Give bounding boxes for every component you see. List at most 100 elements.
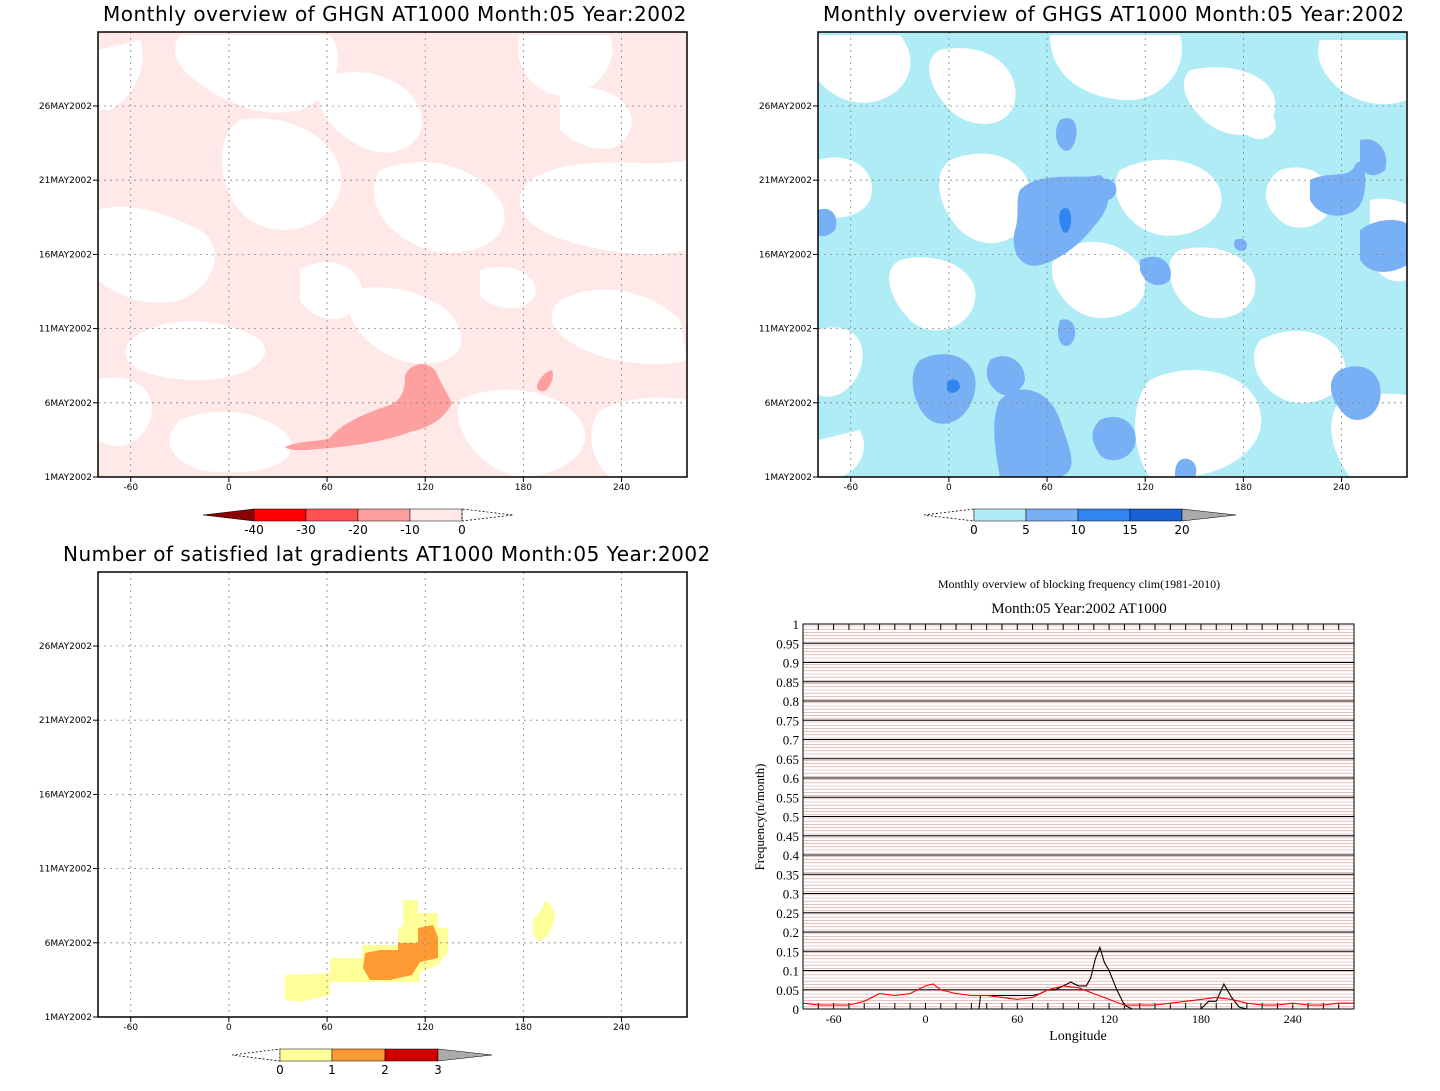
- frequency-y-tick-label: 0.05: [776, 983, 799, 998]
- frequency-y-tick-label: 0.7: [783, 733, 800, 748]
- ghgs-cb-c3: [1077, 508, 1131, 522]
- y-tick-label: 26MAY2002: [39, 642, 92, 652]
- ghgn-cb-label: -10: [400, 523, 420, 537]
- y-tick-label: 11MAY2002: [759, 325, 812, 335]
- frequency-grid: [803, 623, 1354, 1010]
- x-tick-label: -60: [843, 483, 858, 493]
- frequency-subtitle: Month:05 Year:2002 AT1000: [991, 601, 1166, 617]
- frequency-y-tick-label: 0.65: [776, 752, 799, 767]
- x-tick-label: 60: [321, 483, 333, 493]
- frequency-y-tick-label: 0.45: [776, 829, 799, 844]
- ghgn-map: -60 0 60 120 180 240 1MAY2002 6MAY2002 11MAY2002…: [39, 31, 688, 537]
- x-tick-label: 0: [226, 1023, 232, 1033]
- ghgs-level2-patches: [818, 117, 1407, 477]
- ghgn-cb-label: -30: [296, 523, 316, 537]
- frequency-y-tick-label: 0.5: [783, 810, 799, 825]
- frequency-y-tick-label: 0.85: [776, 675, 799, 690]
- y-tick-label: 21MAY2002: [759, 176, 812, 186]
- ghgn-grid: [98, 32, 687, 477]
- y-tick-label: 1MAY2002: [45, 1013, 92, 1023]
- y-tick-label: 11MAY2002: [39, 865, 92, 875]
- frequency-y-tick-label: 0.6: [783, 771, 800, 786]
- frequency-y-tick-label: 0.9: [783, 656, 799, 671]
- gradients-cb-label: 1: [328, 1063, 336, 1077]
- frequency-y-tick-label: 0.95: [776, 636, 799, 651]
- frequency-y-tick-label: 0.2: [783, 925, 799, 940]
- frequency-y-tick-label: 1: [793, 617, 800, 632]
- gradients-colorbar: 0 1 2 3: [231, 1048, 493, 1077]
- ghgn-colorbar: -40 -30 -20 -10 0: [202, 508, 514, 537]
- y-tick-label: 26MAY2002: [759, 102, 812, 112]
- ghgs-map: -60 0 60 120 180 240 1MAY2002 6MAY2002 11MAY2002…: [759, 31, 1408, 537]
- ghgn-cb-label: -20: [348, 523, 368, 537]
- ghgs-white-patches: [818, 35, 1407, 477]
- gradients-grid: [98, 572, 687, 1017]
- frequency-y-tick-label: 0.3: [783, 887, 799, 902]
- frequency-y-tick-label: 0.4: [783, 848, 800, 863]
- x-tick-label: 120: [417, 483, 434, 493]
- x-tick-label: 120: [417, 1023, 434, 1033]
- frequency-x-tick-label: 60: [1011, 1012, 1023, 1026]
- gradients-level1-region: [285, 900, 448, 1002]
- gradients-title: Number of satisfied lat gradients AT1000…: [63, 542, 711, 566]
- gradients-panel: Number of satisfied lat gradients AT1000…: [0, 540, 720, 1091]
- ghgn-anomaly-region: [285, 364, 452, 451]
- x-tick-label: 240: [613, 483, 630, 493]
- ghgs-grid: [818, 32, 1407, 477]
- x-tick-label: 60: [1041, 483, 1053, 493]
- ghgs-cb-label: 15: [1122, 523, 1137, 537]
- gradients-cb-over: [437, 1048, 493, 1062]
- frequency-x-tick-label: -60: [826, 1012, 842, 1026]
- ghgs-panel: Monthly overview of GHGS AT1000 Month:05…: [720, 0, 1440, 540]
- x-tick-label: 180: [1235, 483, 1252, 493]
- frequency-ylabel: Frequency(n/month): [752, 764, 767, 871]
- y-tick-label: 11MAY2002: [39, 325, 92, 335]
- ghgs-axes: -60 0 60 120 180 240 1MAY2002 6MAY2002 11MAY2002…: [759, 102, 1350, 493]
- ghgn-anomaly-small: [536, 370, 553, 392]
- frequency-y-tick-label: 0.75: [776, 713, 799, 728]
- x-tick-label: 60: [321, 1023, 333, 1033]
- y-tick-label: 21MAY2002: [39, 176, 92, 186]
- y-tick-label: 16MAY2002: [759, 250, 812, 260]
- x-tick-label: 180: [515, 1023, 532, 1033]
- y-tick-label: 1MAY2002: [45, 473, 92, 483]
- y-tick-label: 6MAY2002: [45, 939, 92, 949]
- y-tick-label: 6MAY2002: [45, 399, 92, 409]
- frequency-axis-labels: 0 0.05 0.1 0.15 0.2 0.25 0.3 0.35 0.4 0.45 0.5 0.55…: [776, 617, 1302, 1026]
- frequency-ticks: [802, 624, 1355, 1009]
- gradients-cb-c2: [331, 1048, 386, 1062]
- y-tick-label: 6MAY2002: [765, 399, 812, 409]
- ghgs-cb-over: [1181, 508, 1237, 522]
- frequency-x-tick-label: 180: [1192, 1012, 1210, 1026]
- ghgn-cb-label: -40: [244, 523, 264, 537]
- ghgn-axes: -60 0 60 120 180 240 1MAY2002 6MAY2002 11MAY2002…: [39, 102, 630, 493]
- y-tick-label: 16MAY2002: [39, 790, 92, 800]
- ghgn-white-patches: [98, 35, 687, 477]
- ghgs-cb-c2: [1025, 508, 1079, 522]
- x-tick-label: 240: [1333, 483, 1350, 493]
- ghgs-title: Monthly overview of GHGS AT1000 Month:05…: [823, 2, 1405, 26]
- gradients-cb-under: [231, 1048, 281, 1062]
- ghgn-cb-label: 0: [458, 523, 466, 537]
- ghgs-cb-label: 5: [1022, 523, 1030, 537]
- frequency-series-line-2: [802, 983, 1354, 1006]
- frequency-y-tick-label: 0.15: [776, 944, 799, 959]
- gradients-level1-small: [533, 900, 555, 942]
- gradients-axes: -60 0 60 120 180 240 1MAY2002 6MAY2002 11MAY2002…: [39, 642, 630, 1033]
- frequency-y-tick-label: 0.35: [776, 867, 799, 882]
- ghgn-cb-c3: [305, 508, 359, 522]
- frequency-y-tick-label: 0: [793, 1002, 800, 1017]
- x-tick-label: 180: [515, 483, 532, 493]
- frequency-x-tick-label: 120: [1100, 1012, 1118, 1026]
- gradients-level2-region: [363, 925, 438, 980]
- gradients-cb-label: 2: [381, 1063, 389, 1077]
- ghgs-cb-label: 0: [970, 523, 978, 537]
- frequency-x-tick-label: 240: [1284, 1012, 1302, 1026]
- x-tick-label: 120: [1137, 483, 1154, 493]
- gradients-cb-c1: [279, 1048, 333, 1062]
- x-tick-label: 240: [613, 1023, 630, 1033]
- frequency-y-tick-label: 0.8: [783, 694, 799, 709]
- frequency-red-hatch: [803, 625, 1354, 1008]
- gradients-cb-label: 0: [276, 1063, 284, 1077]
- frequency-xlabel: Longitude: [1049, 1029, 1107, 1044]
